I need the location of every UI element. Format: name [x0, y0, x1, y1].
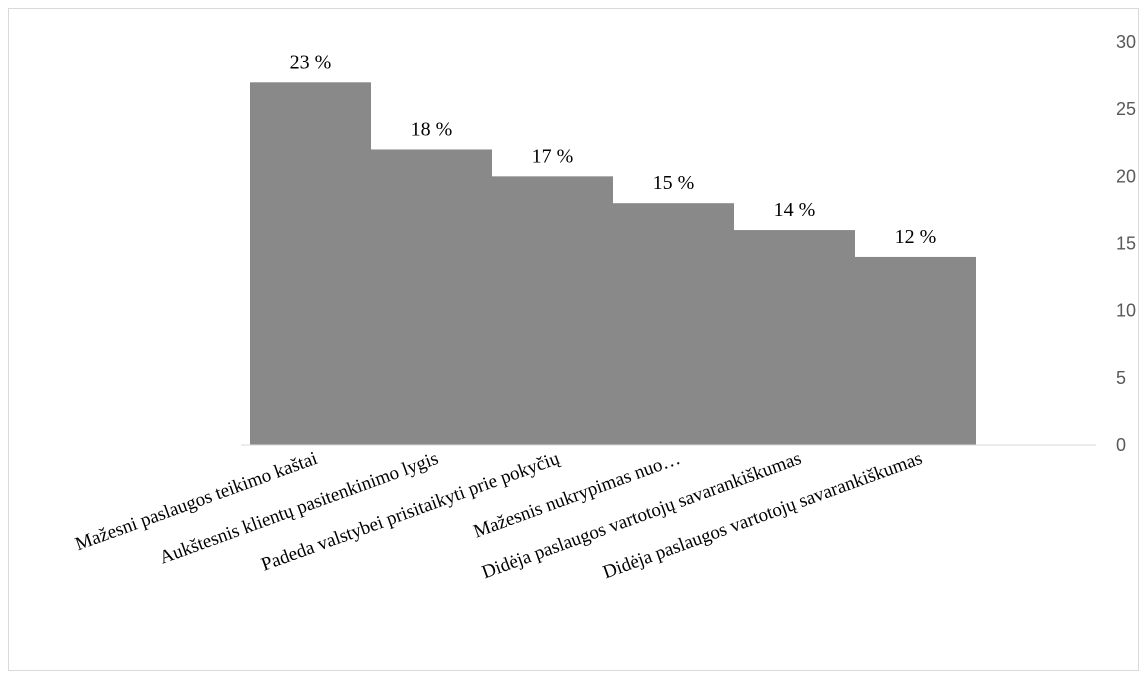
chart-frame: 23 % 18 % 17 % 15 % 14 % 12 % 0 5 10 15 20 25 30 Ma…: [8, 8, 1139, 671]
bar-chart: 23 % 18 % 17 % 15 % 14 % 12 % 0 5 10 15 20 25 30 Ma…: [73, 32, 1136, 584]
y-tick-0: 0: [1116, 435, 1126, 455]
y-tick-10: 10: [1116, 301, 1136, 321]
data-label-5: 14 %: [774, 199, 816, 221]
data-label-6: 12 %: [895, 226, 937, 248]
bar-5: [734, 230, 855, 445]
data-labels: 23 % 18 % 17 % 15 % 14 % 12 %: [290, 51, 937, 248]
bar-6: [855, 256, 976, 445]
data-label-4: 15 %: [653, 172, 695, 194]
y-axis-ticks: 0 5 10 15 20 25 30: [1116, 32, 1136, 455]
bar-3: [492, 176, 613, 446]
y-tick-20: 20: [1116, 166, 1136, 186]
data-label-1: 23 %: [290, 51, 332, 73]
data-label-3: 17 %: [532, 145, 574, 167]
bar-4: [613, 203, 734, 445]
y-tick-15: 15: [1116, 234, 1136, 254]
category-labels: Mažesni paslaugos teikimo kaštaiAukštesn…: [73, 448, 926, 584]
bar-1: [250, 82, 371, 446]
y-tick-30: 30: [1116, 32, 1136, 52]
data-label-2: 18 %: [411, 118, 453, 140]
y-tick-25: 25: [1116, 99, 1136, 119]
bar-2: [371, 149, 492, 445]
y-tick-5: 5: [1116, 368, 1126, 388]
bars: [250, 82, 976, 446]
